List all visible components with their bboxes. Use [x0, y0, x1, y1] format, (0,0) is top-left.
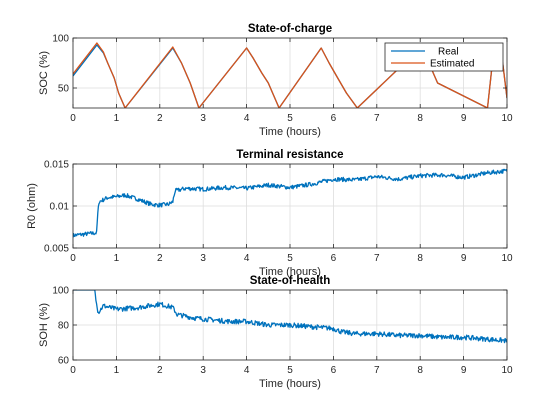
x-tick-label: 1 [114, 253, 120, 264]
y-tick-label: 0.01 [50, 202, 70, 213]
soh-xlabel: Time (hours) [259, 378, 321, 390]
x-tick-label: 8 [417, 365, 423, 376]
y-tick-label: 60 [58, 356, 70, 367]
x-tick-label: 3 [200, 113, 206, 124]
x-tick-label: 7 [374, 113, 380, 124]
soc-legend: Real Estimated [384, 42, 504, 72]
x-tick-label: 6 [331, 365, 337, 376]
x-tick-label: 9 [461, 365, 467, 376]
x-tick-label: 4 [244, 113, 250, 124]
r0-axes: 0 1 2 3 4 5 6 7 8 9 10 0.005 0.01 0.015 Terminal resi… [26, 149, 513, 278]
soc-axes: 0 1 2 3 4 5 6 7 8 9 10 50 100 State-of-charge Time (… [38, 23, 513, 138]
series-line-value [73, 168, 507, 238]
x-tick-label: 4 [244, 253, 250, 264]
x-tick-label: 1 [114, 365, 120, 376]
soh-plot-area [73, 290, 507, 344]
r0-ylabel: R0 (ohm) [26, 183, 38, 229]
x-tick-label: 5 [287, 113, 293, 124]
y-tick-label: 100 [52, 286, 69, 297]
soc-ticks: 0 1 2 3 4 5 6 7 8 9 10 50 100 [52, 34, 513, 125]
legend-label-estimated: Estimated [430, 59, 474, 70]
x-tick-label: 0 [70, 253, 76, 264]
y-tick-label: 80 [58, 321, 70, 332]
r0-title: Terminal resistance [236, 149, 343, 161]
y-tick-label: 100 [52, 34, 69, 45]
soh-title: State-of-health [250, 275, 331, 287]
x-tick-label: 5 [287, 365, 293, 376]
y-tick-label: 0.005 [44, 244, 69, 255]
x-tick-label: 7 [374, 365, 380, 376]
x-tick-label: 3 [200, 253, 206, 264]
x-tick-label: 8 [417, 253, 423, 264]
soh-ylabel: SOH (%) [38, 303, 50, 347]
y-tick-label: 0.015 [44, 160, 69, 171]
x-tick-label: 10 [501, 365, 513, 376]
x-tick-label: 10 [501, 253, 513, 264]
x-tick-label: 9 [461, 253, 467, 264]
x-tick-label: 5 [287, 253, 293, 264]
x-tick-label: 6 [331, 113, 337, 124]
soh-axes: 0 1 2 3 4 5 6 7 8 9 10 60 80 100 State-of-health Time… [38, 275, 513, 390]
legend-label-real: Real [438, 47, 459, 58]
y-tick-label: 50 [58, 84, 70, 95]
x-tick-label: 8 [417, 113, 423, 124]
x-tick-label: 1 [114, 113, 120, 124]
x-tick-label: 2 [157, 253, 163, 264]
x-tick-label: 10 [501, 113, 513, 124]
r0-ticks: 0 1 2 3 4 5 6 7 8 9 10 0.005 0.01 0.015 [44, 160, 513, 265]
r0-xlabel: Time (hours) [259, 266, 321, 278]
x-tick-label: 2 [157, 365, 163, 376]
r0-plot-area [73, 168, 507, 238]
soh-ticks: 0 1 2 3 4 5 6 7 8 9 10 60 80 100 [52, 286, 513, 377]
x-tick-label: 9 [461, 113, 467, 124]
x-tick-label: 0 [70, 365, 76, 376]
x-tick-label: 0 [70, 113, 76, 124]
x-tick-label: 6 [331, 253, 337, 264]
soc-ylabel: SOC (%) [38, 51, 50, 95]
x-tick-label: 7 [374, 253, 380, 264]
soc-title: State-of-charge [248, 23, 332, 35]
series-line-value [73, 290, 507, 344]
soc-xlabel: Time (hours) [259, 126, 321, 138]
x-tick-label: 4 [244, 365, 250, 376]
x-tick-label: 3 [200, 365, 206, 376]
legend-box [384, 42, 504, 72]
x-tick-label: 2 [157, 113, 163, 124]
